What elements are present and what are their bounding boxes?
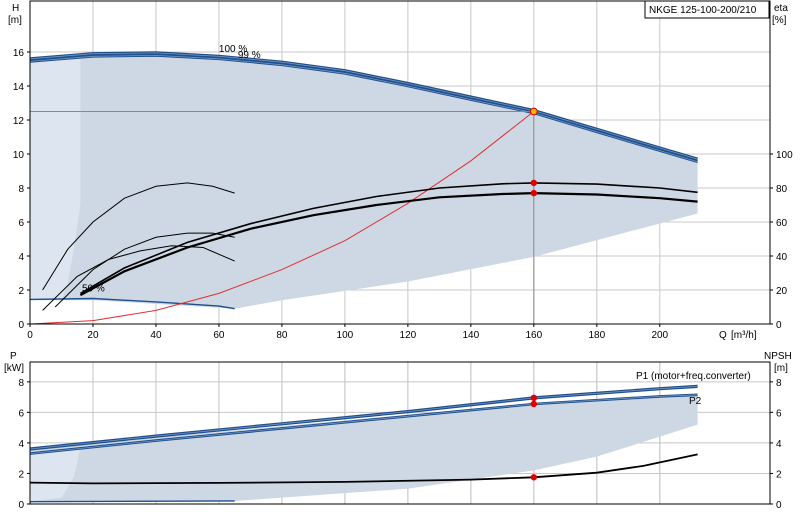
y-axis-unit-npsh: [m] xyxy=(774,363,788,374)
operating-area xyxy=(30,395,698,501)
y-axis-label-npsh: NPSH xyxy=(764,351,792,362)
curve-eta_small xyxy=(42,245,235,311)
power-chart-series xyxy=(29,384,698,503)
curve-pump_low xyxy=(29,297,235,310)
head-chart-series xyxy=(29,51,699,325)
x-tick-label: 40 xyxy=(150,330,162,341)
x-tick-label: 120 xyxy=(400,330,417,341)
x-axis-label-q: Q xyxy=(719,330,727,341)
y-axis-unit-p: [kW] xyxy=(4,363,24,374)
x-tick-label: 180 xyxy=(588,330,605,341)
y-tick-label-right: 80 xyxy=(776,184,788,195)
curve-annotation: 50 % xyxy=(82,284,105,295)
y-axis-label-p: P xyxy=(10,351,17,362)
pump-curve-highlight xyxy=(29,52,698,160)
y-tick-label-right: 8 xyxy=(776,378,782,389)
y-tick-label: 2 xyxy=(18,469,24,480)
y-tick-label-right: 40 xyxy=(776,252,788,263)
y-tick-label: 4 xyxy=(18,439,24,450)
y-tick-label: 6 xyxy=(18,408,24,419)
curve-eta_small xyxy=(42,182,235,291)
data-point xyxy=(530,400,538,408)
y-tick-label: 14 xyxy=(13,82,25,93)
head-chart-points xyxy=(529,107,538,197)
curve-pump_low xyxy=(29,500,235,503)
y-axis-label-h: H xyxy=(12,3,19,14)
head-chart-y-ticks: 0 2 4 6 8 10 12 14 16 xyxy=(13,48,30,331)
power-chart-y-ticks-right: 0 2 4 6 8 xyxy=(770,378,782,511)
y-axis-unit-h: [m] xyxy=(8,15,22,26)
operating-area xyxy=(30,53,698,309)
y-tick-label-right: 4 xyxy=(776,439,782,450)
y-tick-label: 16 xyxy=(13,48,25,59)
y-tick-label: 12 xyxy=(13,116,25,127)
curve-annotation: 100 % xyxy=(219,44,247,55)
y-tick-label: 0 xyxy=(18,320,24,331)
operating-area-edge xyxy=(30,447,81,501)
head-chart-annotations: 100 %99 % 50 % xyxy=(82,44,261,295)
y-tick-label: 2 xyxy=(18,286,24,297)
data-point xyxy=(530,179,538,187)
power-chart-points xyxy=(530,394,538,481)
power-chart-area xyxy=(30,395,698,501)
series-label-p1: P1 (motor+freq.converter) xyxy=(636,371,751,382)
y-tick-label: 0 xyxy=(18,500,24,511)
y-tick-label-right: 6 xyxy=(776,408,782,419)
curve-eta_small xyxy=(54,232,235,308)
y-tick-label: 8 xyxy=(18,184,24,195)
product-label: NKGE 125-100-200/210 xyxy=(649,5,757,16)
x-tick-label: 200 xyxy=(651,330,668,341)
head-chart-area xyxy=(30,53,698,309)
head-chart-x-ticks: 0 20 40 60 80 100 120 140 160 180 200 xyxy=(27,324,669,341)
curve-annotation: 99 % xyxy=(238,50,261,61)
power-chart-frame xyxy=(29,361,771,505)
curve-system xyxy=(29,111,535,325)
power-chart-y-ticks: 0 2 4 6 8 xyxy=(18,378,30,511)
operating-point xyxy=(529,107,538,116)
y-tick-label: 6 xyxy=(18,218,24,229)
x-axis-unit-q: [m³/h] xyxy=(731,330,757,341)
x-tick-label: 100 xyxy=(337,330,354,341)
x-tick-label: 0 xyxy=(27,330,33,341)
product-label-box xyxy=(644,0,770,19)
curve-eta_inner xyxy=(79,191,698,297)
data-point xyxy=(530,189,538,197)
head-chart-y-ticks-right: 0 20 40 60 80 100 xyxy=(770,150,793,331)
head-chart-frame xyxy=(29,0,771,325)
curve-npsh xyxy=(29,453,698,485)
y-tick-label: 4 xyxy=(18,252,24,263)
operating-area-edge xyxy=(30,58,81,301)
y-tick-label-right: 0 xyxy=(776,320,782,331)
data-point xyxy=(530,394,538,402)
x-tick-label: 60 xyxy=(213,330,225,341)
pump-curve-highlight xyxy=(29,394,698,454)
y-tick-label-right: 60 xyxy=(776,218,788,229)
y-tick-label-right: 2 xyxy=(776,469,782,480)
y-tick-label: 10 xyxy=(13,150,25,161)
y-tick-label-right: 100 xyxy=(776,150,793,161)
pump-curve-highlight xyxy=(29,54,698,163)
series-label-p2: P2 xyxy=(689,396,702,407)
x-tick-label: 80 xyxy=(276,330,288,341)
y-axis-label-eta: eta xyxy=(774,3,788,14)
x-tick-label: 160 xyxy=(525,330,542,341)
y-tick-label: 8 xyxy=(18,378,24,389)
x-tick-label: 140 xyxy=(463,330,480,341)
pump-curve-highlight xyxy=(29,386,698,450)
curve-eta_outer xyxy=(79,182,698,295)
x-tick-label: 20 xyxy=(87,330,99,341)
data-point xyxy=(530,474,538,481)
y-axis-unit-eta: [%] xyxy=(772,15,787,26)
y-tick-label-right: 0 xyxy=(776,500,782,511)
y-tick-label-right: 20 xyxy=(776,286,788,297)
